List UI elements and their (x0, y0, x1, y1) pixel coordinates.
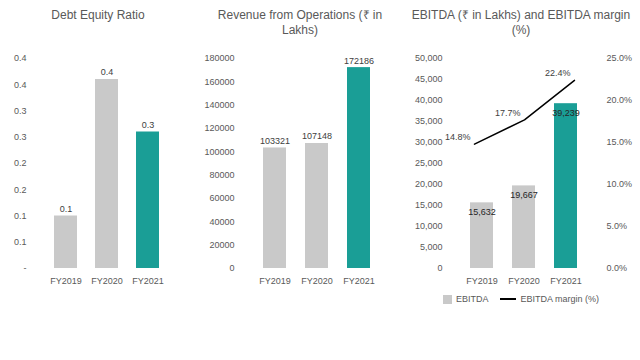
svg-text:FY2020: FY2020 (91, 276, 123, 286)
svg-text:0.2: 0.2 (14, 185, 27, 195)
svg-text:39,239: 39,239 (552, 108, 580, 118)
svg-text:0.4: 0.4 (101, 67, 114, 77)
html-text:EBITDA margin (%): EBITDA margin (%) (520, 294, 599, 304)
svg-text:FY2021: FY2021 (343, 276, 375, 286)
svg-text:160000: 160000 (204, 77, 234, 87)
svg-text:140000: 140000 (204, 100, 234, 110)
svg-text:45,000: 45,000 (415, 74, 443, 84)
svg-text:19,667: 19,667 (510, 190, 538, 200)
svg-text:20000: 20000 (209, 240, 234, 250)
svg-text:120000: 120000 (204, 123, 234, 133)
svg-text:17.7%: 17.7% (495, 108, 521, 118)
svg-text:40,000: 40,000 (415, 95, 443, 105)
svg-text:FY2019: FY2019 (259, 276, 291, 286)
svg-text:100000: 100000 (204, 147, 234, 157)
svg-text:0.4: 0.4 (14, 53, 27, 63)
svg-text:103321: 103321 (260, 136, 290, 146)
svg-text:0.3: 0.3 (14, 132, 27, 142)
svg-text:0: 0 (437, 263, 442, 273)
svg-text:25,000: 25,000 (415, 158, 443, 168)
svg-text:20,000: 20,000 (415, 179, 443, 189)
svg-text:0.4: 0.4 (14, 80, 27, 90)
svg-text:180000: 180000 (204, 53, 234, 63)
svg-text:10,000: 10,000 (415, 221, 443, 231)
svg-text:0.1: 0.1 (60, 204, 73, 214)
svg-text:0.2: 0.2 (14, 158, 27, 168)
svg-text:172186: 172186 (344, 55, 374, 65)
svg-text:22.4%: 22.4% (545, 68, 571, 78)
svg-text:14.8%: 14.8% (445, 132, 471, 142)
svg-text:40000: 40000 (209, 217, 234, 227)
svg-text:FY2021: FY2021 (550, 276, 582, 286)
svg-text:10.0%: 10.0% (607, 179, 633, 189)
html-text:EBITDA (₹ in Lakhs) and EBITDA: EBITDA (₹ in Lakhs) and EBITDA margin (%… (411, 8, 631, 37)
svg-text:-: - (24, 263, 27, 273)
svg-text:5.0%: 5.0% (607, 221, 628, 231)
svg-text:FY2019: FY2019 (466, 276, 498, 286)
svg-text:20.0%: 20.0% (607, 95, 633, 105)
svg-text:5,000: 5,000 (420, 242, 443, 252)
svg-text:0.0%: 0.0% (607, 263, 628, 273)
svg-text:107148: 107148 (302, 131, 332, 141)
svg-text:35,000: 35,000 (415, 116, 443, 126)
svg-text:80000: 80000 (209, 170, 234, 180)
svg-text:0.1: 0.1 (14, 237, 27, 247)
svg-text:25.0%: 25.0% (607, 53, 633, 63)
svg-text:FY2019: FY2019 (50, 276, 82, 286)
html-text:Debt Equity Ratio: Debt Equity Ratio (51, 8, 145, 22)
svg-text:15,000: 15,000 (415, 200, 443, 210)
svg-text:0.3: 0.3 (142, 120, 155, 130)
svg-text:30,000: 30,000 (415, 137, 443, 147)
svg-text:50,000: 50,000 (415, 53, 443, 63)
svg-text:0: 0 (229, 263, 234, 273)
svg-text:15.0%: 15.0% (607, 137, 633, 147)
svg-text:FY2020: FY2020 (508, 276, 540, 286)
svg-text:FY2021: FY2021 (132, 276, 164, 286)
svg-text:15,632: 15,632 (468, 207, 496, 217)
svg-text:FY2020: FY2020 (301, 276, 333, 286)
svg-text:0.1: 0.1 (14, 211, 27, 221)
html-text:EBITDA: EBITDA (456, 294, 489, 304)
svg-text:60000: 60000 (209, 193, 234, 203)
svg-text:0.3: 0.3 (14, 106, 27, 116)
html-text:Revenue from Operations (₹ in: Revenue from Operations (₹ in Lakhs) (217, 8, 383, 37)
